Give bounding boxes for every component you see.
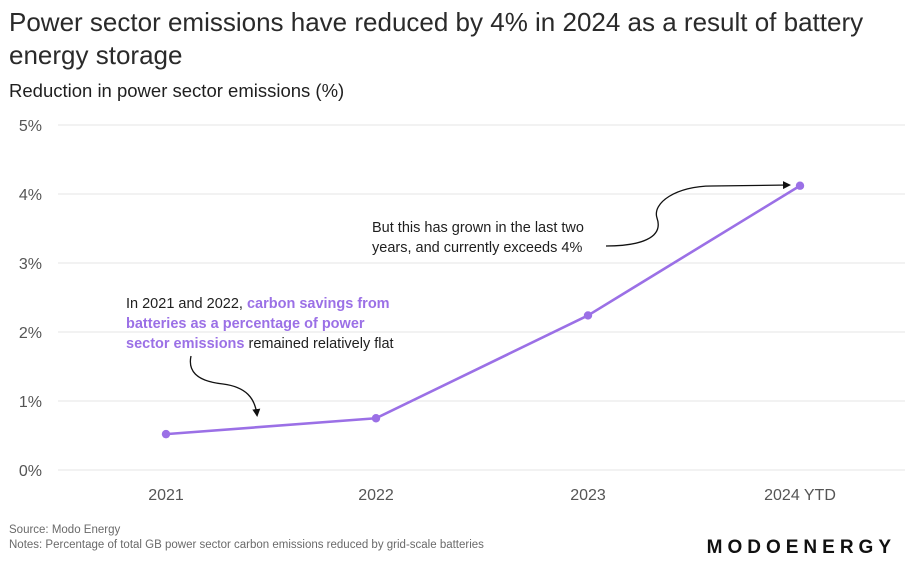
annotation-flat: In 2021 and 2022, carbon savings from ba…: [126, 296, 394, 352]
y-tick-label: 1%: [19, 394, 42, 411]
annotation-growth-line-2: years, and currently exceeds 4%: [372, 240, 582, 256]
y-tick-label: 5%: [19, 118, 42, 135]
modo-energy-logo: MODOENERGY: [706, 537, 896, 558]
x-tick-label: 2024 YTD: [764, 487, 836, 504]
data-point: [371, 414, 381, 423]
x-tick-label: 2022: [358, 487, 394, 504]
x-tick-label: 2023: [570, 487, 606, 504]
x-tick-label: 2021: [148, 487, 184, 504]
annotation-flat-highlight-3: sector emissions: [126, 336, 244, 352]
notes: Notes: Percentage of total GB power sect…: [9, 539, 484, 551]
annotation-growth: But this has grown in the last two years…: [372, 220, 588, 256]
annotation-flat-text-3: remained relatively flat: [244, 336, 393, 352]
chart-title: Power sector emissions have reduced by 4…: [9, 7, 864, 70]
annotation-flat-highlight-2: batteries as a percentage of power: [126, 316, 365, 332]
annotation-flat-highlight-1: carbon savings from: [247, 296, 390, 312]
data-point: [795, 181, 805, 190]
annotation-flat-arrow: [189, 355, 261, 417]
series-emissions-reduction: [161, 181, 805, 439]
y-axis-ticks: 0% 1% 2% 3% 4% 5%: [19, 118, 42, 480]
y-tick-label: 4%: [19, 187, 42, 204]
data-point: [583, 311, 593, 320]
y-tick-label: 0%: [19, 463, 42, 480]
source-note: Source: Modo Energy: [9, 524, 121, 536]
annotation-growth-line-1: But this has grown in the last two: [372, 220, 584, 236]
series-line: [165, 184, 801, 436]
y-tick-label: 3%: [19, 256, 42, 273]
data-point: [161, 429, 171, 439]
gridlines: [58, 124, 905, 471]
y-tick-label: 2%: [19, 325, 42, 342]
chart-subtitle: Reduction in power sector emissions (%): [9, 80, 345, 101]
x-axis-ticks: 2021 2022 2023 2024 YTD: [148, 487, 836, 504]
annotation-growth-arrow: [605, 181, 791, 247]
annotation-flat-text-1: In 2021 and 2022,: [126, 296, 247, 312]
